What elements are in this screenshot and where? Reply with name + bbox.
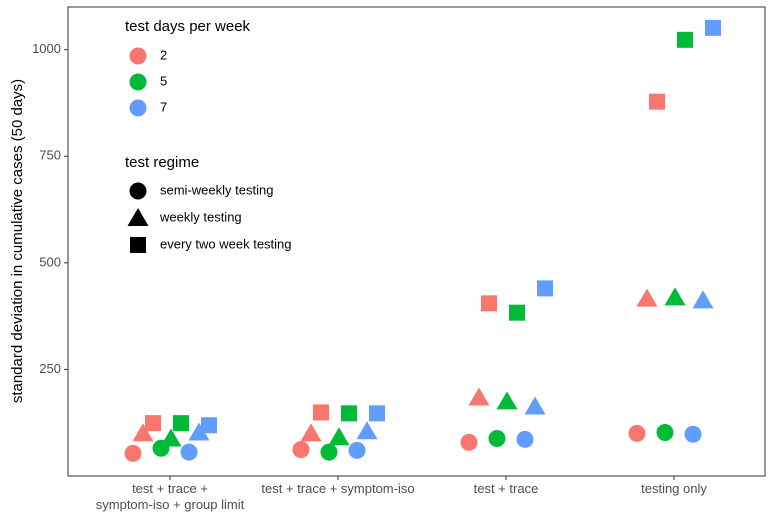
legend-label: semi-weekly testing	[160, 182, 273, 197]
point	[356, 421, 378, 440]
legend-label: weekly testing	[159, 209, 242, 224]
point	[481, 295, 497, 312]
point	[628, 424, 646, 442]
point	[705, 19, 721, 36]
point	[320, 443, 338, 461]
legend-title: test days per week	[125, 18, 251, 35]
point	[341, 405, 357, 422]
point	[124, 444, 142, 462]
point	[328, 427, 350, 446]
point	[132, 423, 154, 442]
legend-label: every two week testing	[160, 236, 292, 251]
point	[684, 425, 702, 443]
point	[313, 404, 329, 421]
legend-label: 7	[160, 99, 167, 114]
point	[348, 441, 366, 459]
point	[180, 443, 198, 461]
x-tick-label: testing only	[641, 481, 707, 496]
legend-title: test regime	[125, 154, 199, 171]
legend-key	[129, 73, 147, 91]
point	[300, 423, 322, 442]
point	[188, 422, 210, 441]
y-tick-label: 1000	[32, 41, 61, 56]
legend-label: 2	[160, 47, 167, 62]
point	[516, 430, 534, 448]
point	[649, 93, 665, 110]
point	[636, 288, 658, 307]
y-tick-label: 250	[39, 361, 61, 376]
point	[496, 391, 518, 410]
legend-key	[129, 99, 147, 117]
point	[488, 429, 506, 447]
y-tick-label: 750	[39, 148, 61, 163]
point	[369, 405, 385, 422]
y-axis-label: standard deviation in cumulative cases (…	[9, 79, 26, 403]
x-tick-label: test + trace + symptom-iso + group limit	[95, 481, 245, 512]
point	[656, 424, 674, 442]
legend-key	[129, 182, 147, 200]
point	[292, 441, 310, 459]
point	[664, 287, 686, 306]
legend-key	[130, 237, 146, 253]
legend-key	[129, 47, 147, 65]
legend-label: 5	[160, 73, 167, 88]
point	[201, 417, 217, 434]
legend-key	[127, 208, 149, 226]
point	[524, 396, 546, 415]
point	[160, 428, 182, 447]
point	[460, 433, 478, 451]
point	[145, 415, 161, 432]
point	[677, 31, 693, 48]
panel-border	[67, 6, 766, 477]
point	[468, 387, 490, 406]
y-tick-label: 500	[39, 254, 61, 269]
point	[537, 280, 553, 297]
point	[509, 304, 525, 321]
x-tick-label: test + trace + symptom-iso	[261, 481, 415, 496]
point	[692, 290, 714, 309]
point	[173, 415, 189, 432]
x-tick-label: test + trace	[473, 481, 539, 496]
